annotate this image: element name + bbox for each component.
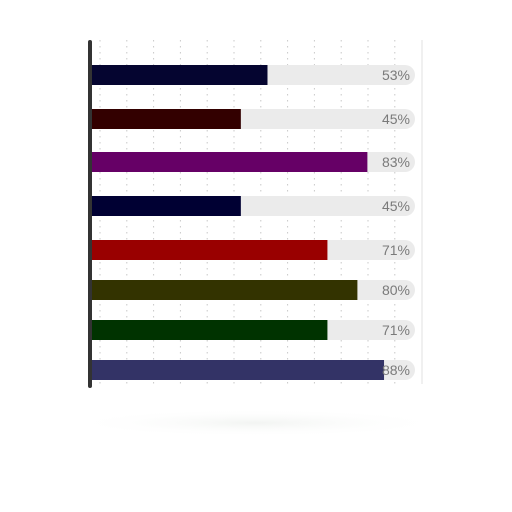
bar-value-label: 45%: [382, 111, 410, 127]
grid-lines: [99, 40, 423, 384]
bar-row: 71%: [91, 240, 415, 260]
bar: [91, 320, 328, 340]
chart-shadow: [66, 409, 446, 437]
bar-row: 53%: [91, 65, 415, 85]
bar: [91, 280, 358, 300]
bar: [91, 196, 241, 216]
bar-row: 83%: [91, 152, 415, 172]
bar-row: 45%: [91, 109, 415, 129]
bar: [91, 240, 328, 260]
bar: [91, 152, 368, 172]
bar-row: 80%: [91, 280, 415, 300]
bar-value-label: 71%: [382, 322, 410, 338]
bar-value-label: 83%: [382, 154, 410, 170]
bar-value-label: 88%: [382, 362, 410, 378]
bar: [91, 360, 385, 380]
bar-row: 71%: [91, 320, 415, 340]
bar-row: 88%: [91, 360, 415, 380]
bar: [91, 65, 268, 85]
bar-value-label: 45%: [382, 198, 410, 214]
bar-value-label: 53%: [382, 67, 410, 83]
bar-value-label: 71%: [382, 242, 410, 258]
bar-value-label: 80%: [382, 282, 410, 298]
bar: [91, 109, 241, 129]
bars: 53% 45% 83% 45% 71% 80% 71% 88%: [91, 65, 415, 380]
bar-row: 45%: [91, 196, 415, 216]
